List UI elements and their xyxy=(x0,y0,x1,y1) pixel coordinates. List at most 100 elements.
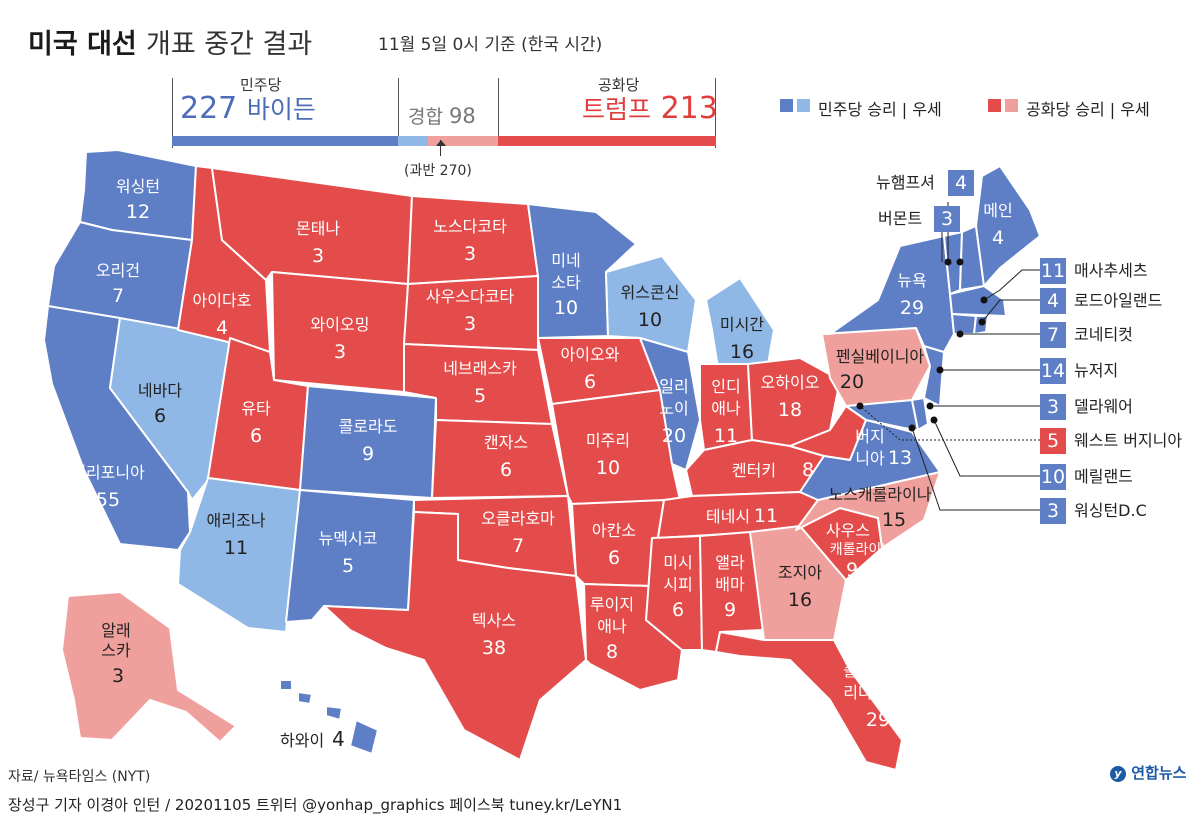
contested-summary: 경합 98 xyxy=(408,102,476,129)
state-new-jersey xyxy=(923,345,945,407)
label-indiana-name-2: 애나 xyxy=(711,399,741,418)
timestamp: 11월 5일 0시 기준 (한국 시간) xyxy=(378,35,603,55)
callout-dc-votes: 3 xyxy=(1040,498,1066,524)
label-arkansas-name: 아칸소 xyxy=(592,521,636,540)
label-minnesota-name-2: 소타 xyxy=(551,273,581,292)
rep-candidate: 트럼프 xyxy=(582,95,652,124)
label-california-name: 캘리포니아 xyxy=(71,463,145,482)
label-hawaii-name: 하와이 xyxy=(280,731,324,750)
label-oregon-name: 오리건 xyxy=(96,261,140,280)
dot-maryland xyxy=(930,416,938,424)
rep-votes: 213 xyxy=(660,91,718,126)
label-south-carolina-name-1: 사우스 xyxy=(826,521,870,540)
state-mississippi xyxy=(645,535,703,651)
majority-arrow-icon xyxy=(436,140,446,146)
dem-candidate: 바이든 xyxy=(246,95,316,124)
callout-new-hampshire-name: 뉴햄프셔 xyxy=(876,173,935,192)
callout-rhode-island-name: 로드아일랜드 xyxy=(1074,291,1163,310)
state-hawaii-kauai xyxy=(279,679,293,691)
label-north-dakota-name: 노스다코타 xyxy=(433,217,507,236)
source-note: 자료/ 뉴욕타임스 (NYT) xyxy=(8,769,151,785)
label-montana-name: 몬태나 xyxy=(296,219,340,238)
dem-votes: 227 xyxy=(180,91,238,126)
callout-vermont-votes: 3 xyxy=(934,206,960,232)
callout-maryland-votes: 10 xyxy=(1040,464,1066,490)
callout-massachusetts-name: 매사추세츠 xyxy=(1074,261,1148,280)
label-iowa-votes: 6 xyxy=(584,371,596,393)
dem-summary: 227 바이든 xyxy=(180,90,316,126)
dot-new-hampshire xyxy=(944,258,952,266)
label-indiana-votes: 11 xyxy=(714,425,738,447)
page-title: 미국 대선 xyxy=(28,29,137,60)
callout-massachusetts-votes: 11 xyxy=(1040,258,1066,284)
callout-connecticut-name: 코네티컷 xyxy=(1074,325,1133,344)
label-pennsylvania-votes: 20 xyxy=(840,371,864,393)
label-louisiana-votes: 8 xyxy=(606,641,618,663)
dot-west-virginia xyxy=(856,402,864,410)
label-kentucky-votes: 8 xyxy=(802,459,814,481)
label-pennsylvania-name: 펜실베이니아 xyxy=(836,347,925,366)
label-texas-name: 텍사스 xyxy=(472,611,516,630)
label-mississippi-name-1: 미시 xyxy=(663,553,692,572)
label-texas-votes: 38 xyxy=(482,637,506,659)
label-north-carolina-votes: 15 xyxy=(882,509,906,531)
label-mississippi-name-2: 시피 xyxy=(663,575,692,594)
label-washington-name: 워싱턴 xyxy=(116,177,160,196)
callout-dc-name: 워싱턴D.C xyxy=(1074,501,1147,520)
label-arkansas-votes: 6 xyxy=(608,547,620,569)
label-alaska-name-2: 스카 xyxy=(101,641,131,660)
label-missouri-name: 미주리 xyxy=(586,431,630,450)
bar-rep-divider xyxy=(498,78,499,138)
callout-vermont-name: 버몬트 xyxy=(878,209,923,228)
callout-maryland-name: 메릴랜드 xyxy=(1074,467,1133,486)
label-kentucky-name: 켄터키 xyxy=(732,461,776,480)
label-iowa-name: 아이오와 xyxy=(561,345,620,364)
label-illinois-name-2: 노이 xyxy=(659,399,688,418)
dem-lean-segment xyxy=(398,136,428,146)
leader-maryland xyxy=(933,419,1040,477)
label-south-dakota-votes: 3 xyxy=(464,313,476,335)
label-louisiana-name-2: 애나 xyxy=(597,617,627,636)
label-virginia-name-1: 버지 xyxy=(855,427,884,446)
label-maine-votes: 4 xyxy=(992,227,1004,249)
callout-new-hampshire-votes: 4 xyxy=(948,170,974,196)
dot-vermont xyxy=(956,258,964,266)
label-georgia-votes: 16 xyxy=(788,589,812,611)
label-utah-name: 유타 xyxy=(241,399,271,418)
label-virginia-name-2: 니아 xyxy=(855,449,885,468)
label-alaska-votes: 3 xyxy=(112,665,124,687)
label-montana-votes: 3 xyxy=(312,245,324,267)
state-georgia xyxy=(749,525,847,641)
callout-new-jersey-votes: 14 xyxy=(1040,358,1066,384)
label-new-york-votes: 29 xyxy=(900,297,924,319)
state-texas xyxy=(323,511,587,761)
state-hawaii-maui xyxy=(325,705,343,721)
label-north-carolina-name: 노스캐롤라이나 xyxy=(828,485,931,504)
label-michigan-votes: 16 xyxy=(730,341,754,363)
label-ohio-name: 오하이오 xyxy=(761,373,820,392)
label-new-york-name: 뉴욕 xyxy=(897,271,926,290)
bar-right-tick xyxy=(715,78,716,148)
state-wisconsin xyxy=(605,255,697,353)
label-virginia-votes: 13 xyxy=(888,447,912,469)
leader-dc xyxy=(911,427,1040,511)
label-illinois-name-1: 일리 xyxy=(659,377,688,396)
legend-rep-lean-swatch xyxy=(1005,99,1018,112)
yonhap-logo: y 연합뉴스 xyxy=(1110,762,1186,783)
rep-lean-segment xyxy=(428,136,498,146)
label-hawaii-votes: 4 xyxy=(332,727,345,751)
label-illinois-votes: 20 xyxy=(662,425,686,447)
label-tennessee-name: 테네시 xyxy=(706,507,750,526)
electoral-summary-bar: 민주당 227 바이든 경합 98 공화당 트럼프 213 (과반 270) xyxy=(172,76,718,179)
label-nevada-votes: 6 xyxy=(154,405,166,427)
contested-label: 경합 xyxy=(408,106,443,128)
label-nebraska-name: 네브래스카 xyxy=(443,359,517,378)
page-subtitle: 개표 중간 결과 xyxy=(146,29,313,60)
dot-dc xyxy=(908,424,916,432)
legend-dem-win-swatch xyxy=(780,99,793,112)
contested-votes: 98 xyxy=(449,104,476,128)
label-indiana-name-1: 인디 xyxy=(711,377,740,396)
label-alaska-name-1: 알래 xyxy=(101,621,130,640)
label-washington-votes: 12 xyxy=(126,201,150,223)
label-florida-votes: 29 xyxy=(866,709,890,731)
